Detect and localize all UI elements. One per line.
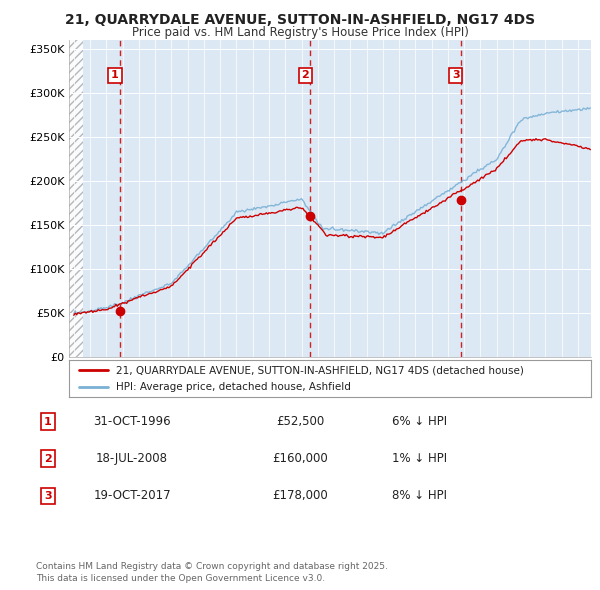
Text: Price paid vs. HM Land Registry's House Price Index (HPI): Price paid vs. HM Land Registry's House …	[131, 26, 469, 39]
Bar	[69, 40, 83, 357]
Text: £178,000: £178,000	[272, 489, 328, 503]
Text: 6% ↓ HPI: 6% ↓ HPI	[392, 415, 448, 428]
Text: 2: 2	[44, 454, 52, 464]
Text: £160,000: £160,000	[272, 452, 328, 466]
Text: 31-OCT-1996: 31-OCT-1996	[93, 415, 171, 428]
Text: 8% ↓ HPI: 8% ↓ HPI	[392, 489, 448, 503]
Text: 21, QUARRYDALE AVENUE, SUTTON-IN-ASHFIELD, NG17 4DS: 21, QUARRYDALE AVENUE, SUTTON-IN-ASHFIEL…	[65, 13, 535, 27]
Text: 1: 1	[111, 70, 119, 80]
Text: 1: 1	[44, 417, 52, 427]
Text: 2: 2	[302, 70, 310, 80]
Text: 1% ↓ HPI: 1% ↓ HPI	[392, 452, 448, 466]
Text: £52,500: £52,500	[276, 415, 324, 428]
Text: 3: 3	[44, 491, 52, 501]
Text: 19-OCT-2017: 19-OCT-2017	[93, 489, 171, 503]
Text: 21, QUARRYDALE AVENUE, SUTTON-IN-ASHFIELD, NG17 4DS (detached house): 21, QUARRYDALE AVENUE, SUTTON-IN-ASHFIEL…	[116, 365, 524, 375]
Text: Contains HM Land Registry data © Crown copyright and database right 2025.
This d: Contains HM Land Registry data © Crown c…	[36, 562, 388, 583]
Text: HPI: Average price, detached house, Ashfield: HPI: Average price, detached house, Ashf…	[116, 382, 351, 392]
Text: 3: 3	[452, 70, 460, 80]
Text: 18-JUL-2008: 18-JUL-2008	[96, 452, 168, 466]
